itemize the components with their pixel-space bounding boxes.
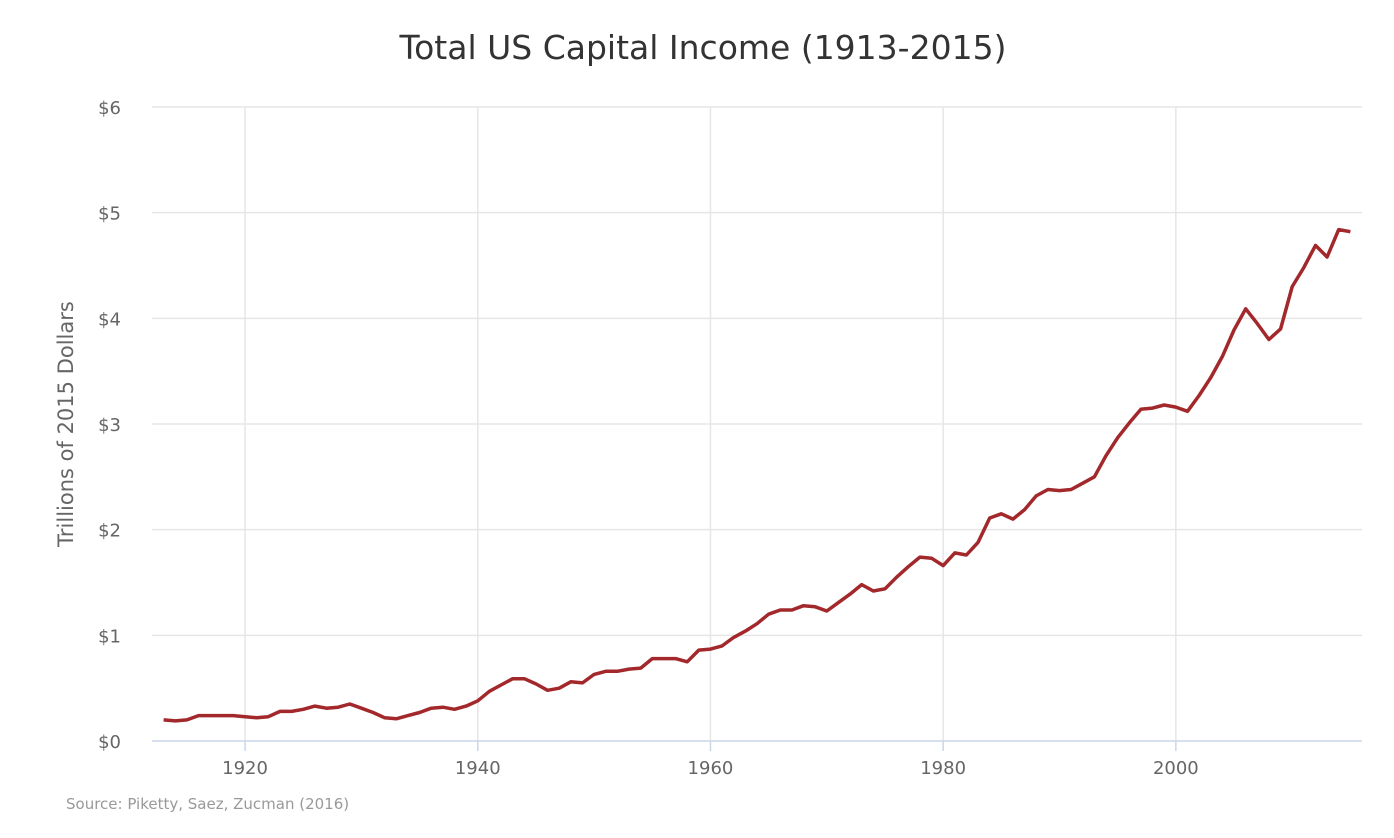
x-tick-label: 1960 [688, 758, 734, 779]
x-tick-label: 1980 [920, 758, 966, 779]
y-tick-label: $3 [98, 415, 121, 436]
y-tick-label: $5 [98, 204, 121, 225]
series-line [163, 227, 1351, 723]
y-tick-label: $6 [98, 98, 121, 119]
y-tick-label: $1 [98, 626, 121, 647]
y-axis-label: Trillions of 2015 Dollars [54, 301, 78, 548]
x-axis: 1920 1940 1960 1980 2000 [152, 740, 1362, 779]
y-tick-label: $2 [98, 521, 121, 542]
y-tick-label: $4 [98, 309, 121, 330]
series-group [163, 227, 1351, 723]
x-tick-label: 1920 [222, 758, 268, 779]
chart-title: Total US Capital Income (1913-2015) [399, 28, 1007, 67]
x-tick-label: 1940 [455, 758, 501, 779]
source-note: Source: Piketty, Saez, Zucman (2016) [66, 795, 349, 813]
y-axis: $0 $1 $2 $3 $4 $5 $6 [98, 98, 121, 753]
y-tick-label: $0 [98, 732, 121, 753]
gridlines [152, 106, 1362, 741]
x-tick-label: 2000 [1153, 758, 1199, 779]
